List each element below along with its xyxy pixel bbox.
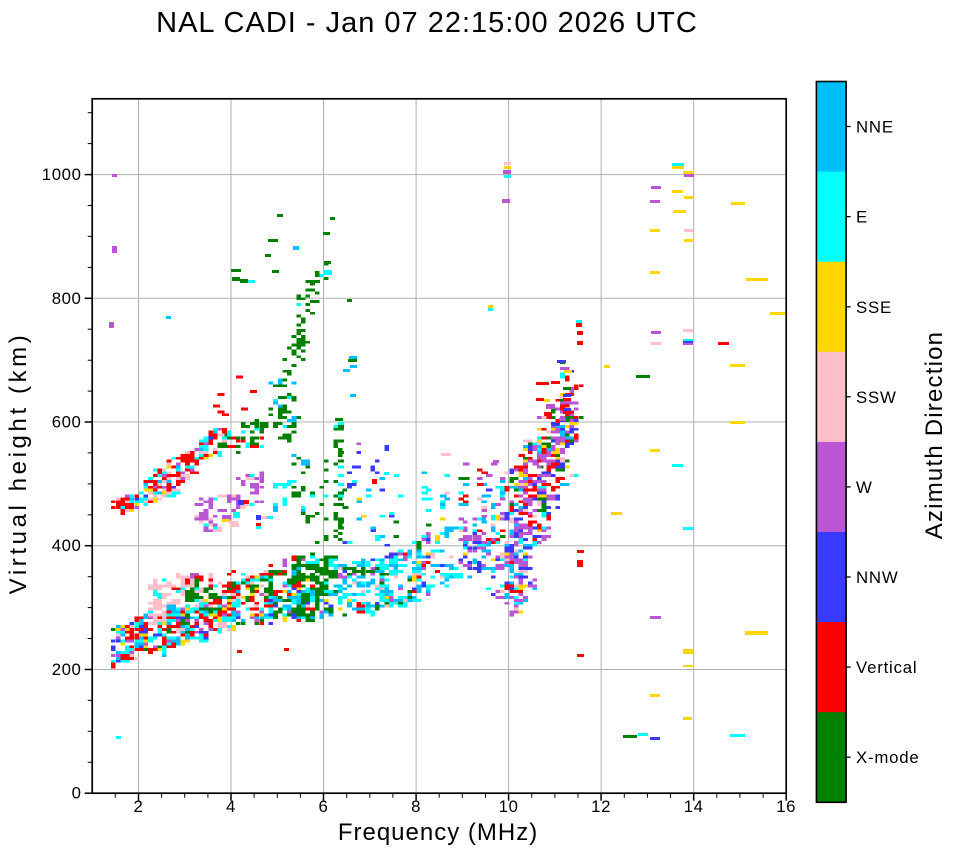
svg-text:W: W xyxy=(856,478,873,497)
svg-text:8: 8 xyxy=(411,797,421,816)
svg-text:200: 200 xyxy=(52,660,82,679)
svg-text:4: 4 xyxy=(226,797,236,816)
svg-text:2: 2 xyxy=(134,797,144,816)
svg-text:SSE: SSE xyxy=(856,298,892,317)
svg-text:NAL CADI - Jan 07 22:15:00 202: NAL CADI - Jan 07 22:15:00 2026 UTC xyxy=(156,7,698,39)
svg-text:Frequency (MHz): Frequency (MHz) xyxy=(338,819,538,846)
svg-text:16: 16 xyxy=(776,797,796,816)
svg-text:600: 600 xyxy=(52,413,82,432)
svg-text:12: 12 xyxy=(591,797,611,816)
svg-text:NNE: NNE xyxy=(856,118,894,137)
svg-text:X-mode: X-mode xyxy=(856,748,920,767)
svg-text:Vertical: Vertical xyxy=(856,658,917,677)
svg-text:0: 0 xyxy=(72,784,82,803)
svg-text:10: 10 xyxy=(499,797,519,816)
svg-text:SSW: SSW xyxy=(856,388,897,407)
svg-text:E: E xyxy=(856,208,868,227)
svg-text:NNW: NNW xyxy=(856,568,898,587)
svg-text:Virtual height (km): Virtual height (km) xyxy=(5,332,32,595)
svg-text:400: 400 xyxy=(52,536,82,555)
svg-text:14: 14 xyxy=(684,797,704,816)
svg-text:800: 800 xyxy=(52,289,82,308)
svg-text:6: 6 xyxy=(319,797,329,816)
svg-text:1000: 1000 xyxy=(42,165,82,184)
svg-text:Azimuth Direction: Azimuth Direction xyxy=(921,331,948,539)
